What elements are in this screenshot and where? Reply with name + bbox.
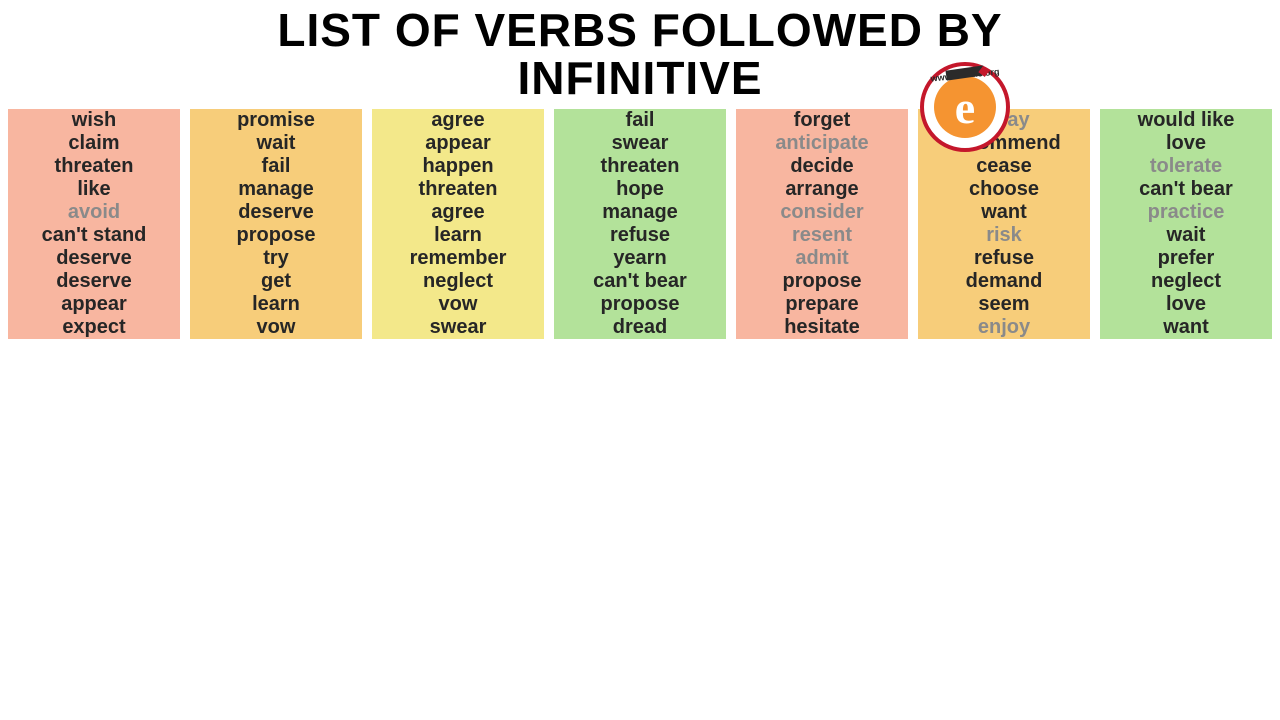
verb-cell: avoid	[8, 201, 180, 224]
verb-column: wishclaimthreatenlikeavoidcan't standdes…	[8, 109, 180, 339]
verb-cell: deserve	[8, 247, 180, 270]
verb-cell: fail	[190, 155, 362, 178]
verb-column: would likelovetoleratecan't bearpractice…	[1100, 109, 1272, 339]
verb-cell: threaten	[372, 178, 544, 201]
verb-cell: arrange	[736, 178, 908, 201]
verb-cell: appear	[372, 132, 544, 155]
verb-cell: wish	[8, 109, 180, 132]
verb-cell: love	[1100, 132, 1272, 155]
verb-column: failswearthreatenhopemanagerefuseyearnca…	[554, 109, 726, 339]
verb-cell: can't bear	[1100, 178, 1272, 201]
verb-column: agreeappearhappenthreatenagreelearnremem…	[372, 109, 544, 339]
verb-cell: enjoy	[918, 316, 1090, 339]
graduation-cap-icon	[945, 65, 984, 80]
verb-cell: agree	[372, 109, 544, 132]
verb-cell: demand	[918, 270, 1090, 293]
title-line-1: LIST OF VERBS FOLLOWED BY	[0, 6, 1280, 54]
verb-cell: tolerate	[1100, 155, 1272, 178]
verb-cell: hesitate	[736, 316, 908, 339]
verb-cell: forget	[736, 109, 908, 132]
logo-inner-circle: e	[934, 76, 996, 138]
verb-cell: propose	[190, 224, 362, 247]
verb-cell: can't bear	[554, 270, 726, 293]
verb-cell: learn	[372, 224, 544, 247]
verb-cell: love	[1100, 293, 1272, 316]
verb-cell: prepare	[736, 293, 908, 316]
verb-cell: appear	[8, 293, 180, 316]
verb-cell: want	[1100, 316, 1272, 339]
verb-cell: propose	[554, 293, 726, 316]
logo-letter: e	[955, 81, 975, 134]
verb-cell: anticipate	[736, 132, 908, 155]
verb-cell: want	[918, 201, 1090, 224]
verb-cell: hope	[554, 178, 726, 201]
verb-cell: cease	[918, 155, 1090, 178]
verb-cell: deserve	[8, 270, 180, 293]
title-line-2: INFINITIVE	[0, 54, 1280, 102]
verb-columns-container: wishclaimthreatenlikeavoidcan't standdes…	[0, 109, 1280, 339]
verb-cell: neglect	[372, 270, 544, 293]
verb-cell: learn	[190, 293, 362, 316]
verb-cell: swear	[372, 316, 544, 339]
verb-cell: manage	[554, 201, 726, 224]
verb-cell: vow	[190, 316, 362, 339]
verb-cell: would like	[1100, 109, 1272, 132]
verb-cell: claim	[8, 132, 180, 155]
verb-cell: threaten	[8, 155, 180, 178]
verb-cell: get	[190, 270, 362, 293]
verb-cell: promise	[190, 109, 362, 132]
verb-cell: refuse	[554, 224, 726, 247]
verb-cell: manage	[190, 178, 362, 201]
verb-cell: remember	[372, 247, 544, 270]
verb-cell: prefer	[1100, 247, 1272, 270]
verb-cell: seem	[918, 293, 1090, 316]
verb-cell: agree	[372, 201, 544, 224]
verb-cell: refuse	[918, 247, 1090, 270]
verb-cell: dread	[554, 316, 726, 339]
brand-logo: www.engdic.org e	[920, 62, 1010, 152]
verb-cell: vow	[372, 293, 544, 316]
verb-cell: like	[8, 178, 180, 201]
verb-cell: yearn	[554, 247, 726, 270]
verb-cell: expect	[8, 316, 180, 339]
verb-cell: can't stand	[8, 224, 180, 247]
verb-cell: wait	[190, 132, 362, 155]
verb-cell: propose	[736, 270, 908, 293]
verb-cell: choose	[918, 178, 1090, 201]
verb-cell: threaten	[554, 155, 726, 178]
verb-cell: practice	[1100, 201, 1272, 224]
verb-cell: risk	[918, 224, 1090, 247]
verb-cell: swear	[554, 132, 726, 155]
verb-cell: admit	[736, 247, 908, 270]
verb-cell: happen	[372, 155, 544, 178]
verb-cell: consider	[736, 201, 908, 224]
verb-cell: wait	[1100, 224, 1272, 247]
verb-cell: deserve	[190, 201, 362, 224]
verb-cell: try	[190, 247, 362, 270]
verb-cell: decide	[736, 155, 908, 178]
verb-cell: neglect	[1100, 270, 1272, 293]
page-title: LIST OF VERBS FOLLOWED BY INFINITIVE	[0, 0, 1280, 109]
verb-cell: resent	[736, 224, 908, 247]
verb-cell: fail	[554, 109, 726, 132]
verb-column: promisewaitfailmanagedeserveproposetryge…	[190, 109, 362, 339]
verb-column: forgetanticipatedecidearrangeconsiderres…	[736, 109, 908, 339]
